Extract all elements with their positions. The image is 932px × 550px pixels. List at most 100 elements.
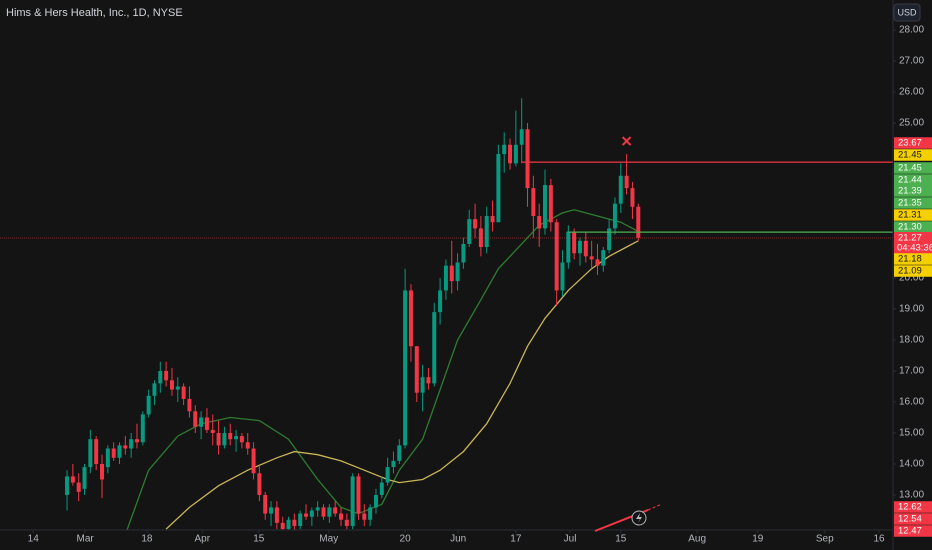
x-tick-label: 19 — [752, 534, 764, 545]
candle-body — [438, 290, 443, 313]
price-tag-label: 21.35 — [898, 198, 922, 209]
price-tag — [894, 149, 932, 161]
candle-body — [199, 417, 204, 427]
average-line — [165, 240, 639, 530]
candle-body — [577, 240, 582, 254]
candle-body — [100, 463, 105, 480]
x-tick-label: Aug — [688, 534, 706, 545]
candle-body — [636, 206, 641, 238]
candle-body — [164, 371, 169, 381]
candle-body — [566, 231, 571, 263]
price-tag — [894, 174, 932, 186]
candle-body — [298, 513, 303, 526]
candle-body — [508, 144, 513, 164]
candle-body — [478, 228, 483, 248]
candle-body — [624, 175, 629, 189]
price-tag — [894, 525, 932, 537]
candle-body — [338, 513, 343, 520]
candle-body — [583, 240, 588, 257]
x-tick-label: 20 — [400, 534, 412, 545]
candle-body — [595, 259, 600, 266]
price-tag-label: 21.30 — [898, 222, 922, 233]
currency-button[interactable] — [893, 3, 921, 22]
price-tag-label: 12.54 — [898, 514, 922, 525]
candle-body — [222, 432, 227, 446]
x-tick-label: 15 — [253, 534, 265, 545]
candle-body — [158, 371, 163, 384]
plot-area — [0, 98, 893, 530]
candle-body — [251, 448, 256, 474]
y-tick-label: 18.00 — [899, 335, 924, 346]
candle-body — [169, 380, 174, 390]
currency-label[interactable]: USD — [897, 7, 917, 17]
price-tag — [894, 265, 932, 277]
candle-body — [630, 188, 635, 207]
candle-body — [379, 482, 384, 495]
price-tag — [894, 513, 932, 525]
candle-body — [548, 185, 553, 223]
candle-body — [607, 228, 612, 251]
candle-body — [490, 216, 495, 223]
chart-title: Hims & Hers Health, Inc., 1D, NYSE — [6, 7, 183, 19]
candle-body — [117, 445, 122, 458]
price-tag-label: 21.45 — [898, 163, 922, 174]
candle-body — [572, 231, 577, 254]
candle-body — [356, 476, 361, 514]
candle-body — [245, 442, 250, 449]
candle-body — [618, 175, 623, 204]
y-tick-label: 17.00 — [899, 366, 924, 377]
price-tag-label: 21.09 — [898, 266, 922, 277]
candle-body — [193, 411, 198, 427]
candle-body — [449, 265, 454, 282]
candle-body — [204, 417, 209, 430]
candle-body — [274, 507, 279, 523]
candle-body — [333, 507, 338, 514]
candle-body — [391, 460, 396, 468]
x-tick-label: Mar — [76, 534, 94, 545]
candle-body — [140, 414, 145, 443]
candle-body — [257, 473, 262, 495]
price-tag-label: 12.47 — [898, 526, 922, 537]
candle-body — [94, 439, 99, 464]
price-tag — [894, 185, 932, 197]
x-tick-label: 15 — [615, 534, 627, 545]
y-tick-label: 19.00 — [899, 304, 924, 315]
candle-body — [420, 377, 425, 393]
x-tick-label: 18 — [141, 534, 153, 545]
candle-body — [292, 519, 297, 526]
candle-body — [455, 262, 460, 282]
candle-body — [368, 507, 373, 520]
price-tag-countdown: 04:43:36 — [897, 243, 932, 254]
candle-body — [76, 482, 81, 492]
candle-body — [280, 522, 285, 530]
candle-body — [111, 448, 116, 458]
candle-body — [543, 185, 548, 229]
candle-body — [210, 429, 215, 433]
candle-body — [216, 432, 221, 446]
candle-body — [175, 386, 180, 390]
price-tag-label: 23.67 — [898, 138, 922, 149]
axes: 13.00 14.00 15.00 16.00 17.00 18.00 19.00 20.00… — [28, 25, 925, 545]
price-tag — [894, 162, 932, 174]
price-tag-label: 21.31 — [898, 210, 922, 221]
candle-body — [152, 383, 157, 396]
candle-body — [519, 129, 524, 145]
candle-body — [269, 507, 274, 514]
price-tag — [894, 501, 932, 513]
candle-body — [146, 395, 151, 415]
candle-body — [403, 290, 408, 446]
candle-body — [443, 265, 448, 291]
y-tick-label: 25.00 — [899, 118, 924, 129]
candle-body — [239, 436, 244, 443]
price-tag — [894, 232, 932, 254]
price-tag — [894, 253, 932, 265]
candle-body — [187, 398, 192, 412]
x-tick-label: May — [319, 534, 338, 545]
candle-body — [414, 346, 419, 393]
candle-body — [397, 445, 402, 461]
candle-body — [373, 494, 378, 508]
price-tag-label: 21.45 — [898, 150, 922, 161]
candle-body — [432, 312, 437, 384]
x-tick-label: Jul — [564, 534, 577, 545]
price-tag-label: 21.44 — [898, 175, 922, 186]
